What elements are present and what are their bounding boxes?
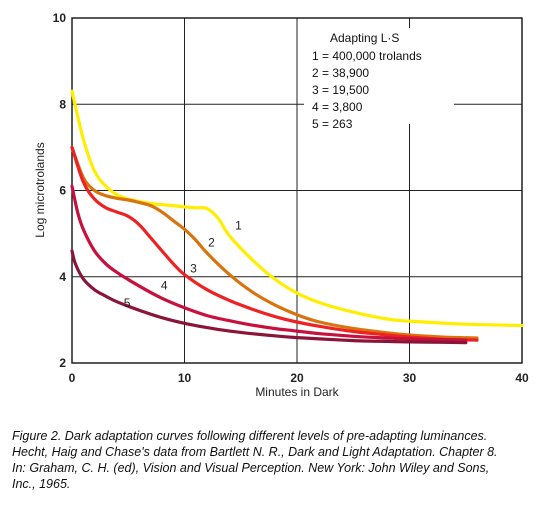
caption-line-4: Inc., 1965. — [12, 477, 71, 491]
y-tick-label-0: 2 — [59, 356, 66, 370]
y-tick-label-3: 8 — [59, 97, 66, 111]
series-line-4 — [70, 184, 468, 342]
curve-label-4: 4 — [161, 279, 168, 293]
x-tick-label-2: 20 — [290, 371, 304, 385]
x-tick-label-1: 10 — [178, 371, 192, 385]
caption-line-1: Figure 2. Dark adaptation curves followi… — [12, 429, 488, 443]
legend-entry-5: 5 = 263 — [312, 117, 353, 131]
legend-entry-4: 4 = 3,800 — [312, 100, 363, 114]
series-line-5 — [70, 249, 468, 345]
caption-line-3: In: Graham, C. H. (ed), Vision and Visua… — [12, 461, 490, 475]
legend-entry-2: 2 = 38,900 — [312, 66, 369, 80]
curve-label-1: 1 — [235, 218, 242, 232]
series-layer — [70, 89, 524, 345]
y-tick-label-2: 6 — [59, 184, 66, 198]
tick-labels: 0 10 20 30 40 2 4 6 8 10 — [53, 11, 529, 385]
x-axis-title: Minutes in Dark — [255, 385, 339, 399]
series-line-1 — [70, 89, 524, 328]
series-line-2 — [70, 145, 479, 340]
legend-entry-1: 1 = 400,000 trolands — [312, 49, 422, 63]
curve-label-5: 5 — [124, 296, 131, 310]
x-tick-label-4: 40 — [515, 371, 529, 385]
series-line-3 — [70, 145, 479, 342]
figure-caption: Figure 2. Dark adaptation curves followi… — [12, 428, 552, 492]
legend-background — [304, 28, 454, 124]
y-tick-label-1: 4 — [59, 270, 66, 284]
legend-title: Adapting L·S — [330, 31, 399, 45]
curve-label-2: 2 — [208, 236, 215, 250]
caption-line-2: Hecht, Haig and Chase's data from Bartle… — [12, 445, 498, 459]
y-axis-title: Log microtrolands — [33, 142, 47, 237]
legend: Adapting L·S 1 = 400,000 trolands 2 = 38… — [304, 28, 454, 131]
legend-entry-3: 3 = 19,500 — [312, 83, 369, 97]
x-tick-label-3: 30 — [403, 371, 417, 385]
y-tick-label-4: 10 — [53, 11, 67, 25]
x-tick-label-0: 0 — [69, 371, 76, 385]
curve-label-3: 3 — [190, 261, 197, 275]
